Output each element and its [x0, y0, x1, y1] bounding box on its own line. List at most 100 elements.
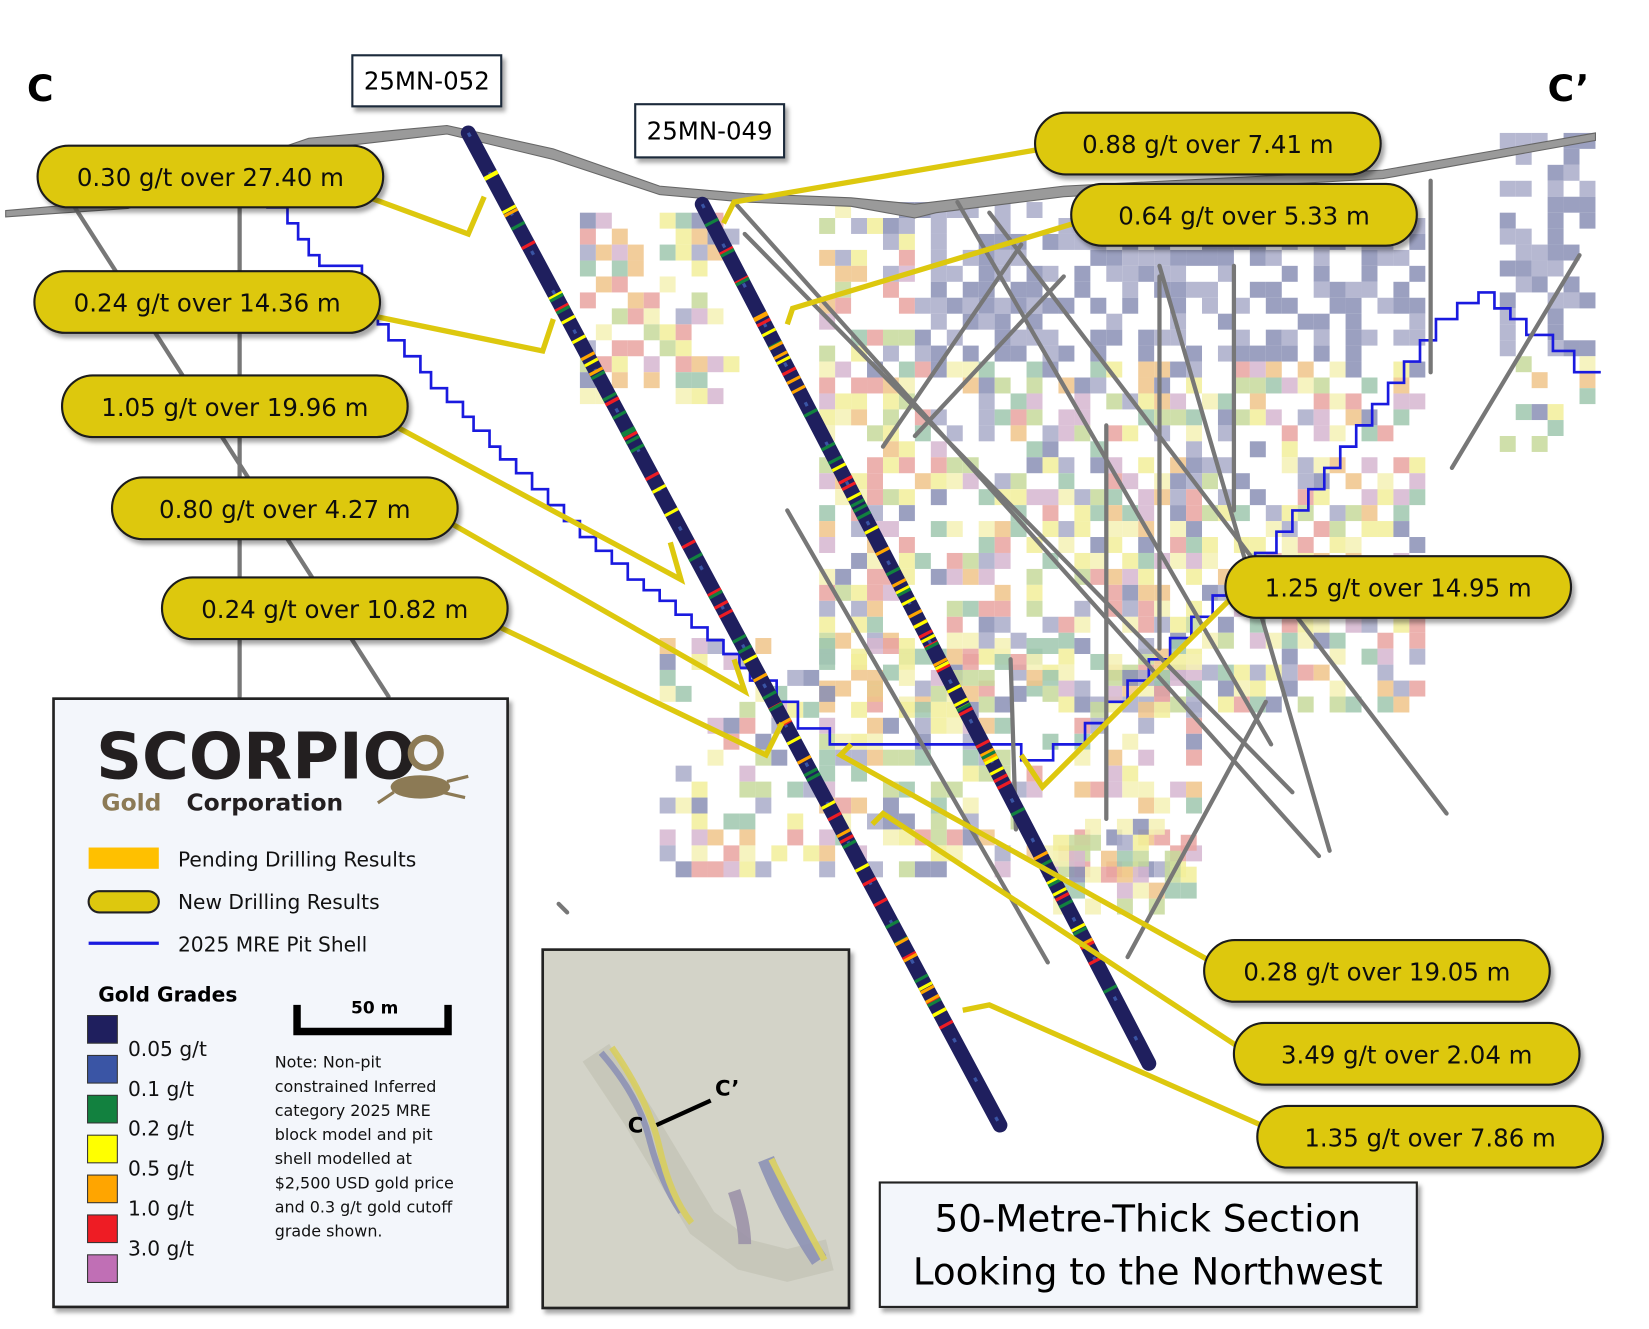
grade-band — [981, 750, 996, 760]
block-cell — [1042, 521, 1059, 538]
pending-results-swatch — [88, 847, 159, 869]
block-cell — [946, 717, 963, 734]
grade-band — [612, 410, 627, 420]
block-cell — [819, 313, 836, 330]
grade-band — [839, 834, 854, 844]
block-cell — [1217, 249, 1234, 266]
block-cell — [930, 297, 947, 314]
legend-label: 2025 MRE Pit Shell — [178, 933, 367, 957]
block-cell — [1186, 568, 1203, 585]
block-cell — [930, 829, 947, 846]
block-cell — [1361, 425, 1378, 442]
block-cell — [1281, 425, 1298, 442]
block-cell — [1042, 552, 1059, 569]
block-cell — [882, 457, 899, 474]
block-cell — [898, 249, 915, 266]
block-cell — [1409, 361, 1426, 378]
block-cell — [1186, 281, 1203, 298]
grade-band — [873, 897, 888, 908]
block-cell — [739, 701, 756, 718]
grade-band — [718, 608, 734, 619]
block-cell — [1106, 425, 1123, 442]
block-cell — [1281, 664, 1298, 681]
block-cell — [1186, 457, 1203, 474]
block-cell — [1329, 537, 1346, 553]
block-cell — [1579, 372, 1596, 389]
block-cell — [1377, 521, 1394, 538]
block-cell — [851, 653, 868, 670]
block-cell — [675, 372, 692, 389]
block-cell — [659, 653, 676, 670]
block-cell — [691, 388, 708, 405]
block-cell — [1297, 537, 1314, 553]
block-cell — [1053, 850, 1070, 867]
grade-band — [732, 633, 747, 644]
block-cell — [898, 217, 915, 234]
block-cell — [1281, 648, 1298, 665]
block-cell — [1515, 180, 1532, 197]
block-cell — [978, 632, 995, 649]
block-cell — [1170, 249, 1187, 266]
block-cell — [978, 521, 995, 538]
block-cell — [1249, 393, 1266, 410]
callout-text: 0.30 g/t over 27.40 m — [77, 163, 344, 192]
block-cell — [1058, 473, 1075, 490]
block-cell — [1106, 669, 1123, 686]
inset-end-label: C’ — [715, 1076, 739, 1101]
block-cell — [914, 861, 931, 878]
block-cell — [962, 797, 979, 814]
block-cell — [1090, 489, 1107, 506]
block-cell — [1074, 781, 1091, 798]
block-cell — [1122, 521, 1139, 538]
block-cell — [1106, 749, 1123, 766]
grade-band — [842, 839, 857, 850]
block-cell — [1090, 361, 1107, 378]
block-cell — [675, 797, 692, 814]
callout-text: 0.80 g/t over 4.27 m — [159, 495, 411, 524]
block-cell — [1122, 265, 1139, 282]
block-cell — [1329, 505, 1346, 522]
block-cell — [1058, 425, 1075, 442]
block-cell — [1058, 521, 1075, 538]
block-cell — [851, 393, 868, 410]
legend-label: Pending Drilling Results — [178, 848, 416, 872]
block-cell — [994, 600, 1011, 617]
grade-band — [852, 503, 868, 513]
block-cell — [643, 372, 660, 389]
block-cell — [1515, 244, 1532, 261]
block-cell — [914, 717, 931, 734]
block-cell — [1186, 425, 1203, 442]
block-cell — [1393, 361, 1410, 378]
scale-bar: 50 m — [293, 998, 452, 1036]
block-cell — [691, 638, 708, 654]
block-cell — [595, 244, 612, 261]
block-cell — [835, 680, 852, 697]
block-cell — [851, 409, 868, 426]
grade-band — [681, 539, 696, 550]
block-cell — [1170, 409, 1187, 426]
assay-callout: 3.49 g/t over 2.04 m — [1232, 1021, 1581, 1086]
block-cell — [1042, 489, 1059, 506]
block-cell — [1563, 276, 1580, 293]
block-cell — [835, 409, 852, 426]
block-cell — [1515, 404, 1532, 421]
block-cell — [1074, 265, 1091, 282]
block-cell — [1186, 749, 1203, 766]
block-cell — [755, 781, 772, 798]
grade-band — [838, 475, 853, 485]
inset-start-label: C — [628, 1114, 644, 1139]
block-cell — [1026, 377, 1043, 394]
block-cell — [1074, 489, 1091, 506]
block-cell — [787, 669, 804, 686]
grade-band — [561, 314, 576, 325]
block-cell — [1074, 377, 1091, 394]
grade-band — [956, 702, 972, 713]
block-cell — [994, 584, 1011, 601]
block-cell — [1297, 313, 1314, 330]
block-cell — [851, 733, 868, 750]
block-cell — [1265, 409, 1282, 426]
block-cell — [1361, 648, 1378, 665]
block-cell — [946, 648, 963, 665]
block-cell — [675, 685, 692, 702]
block-cell — [1132, 850, 1149, 867]
